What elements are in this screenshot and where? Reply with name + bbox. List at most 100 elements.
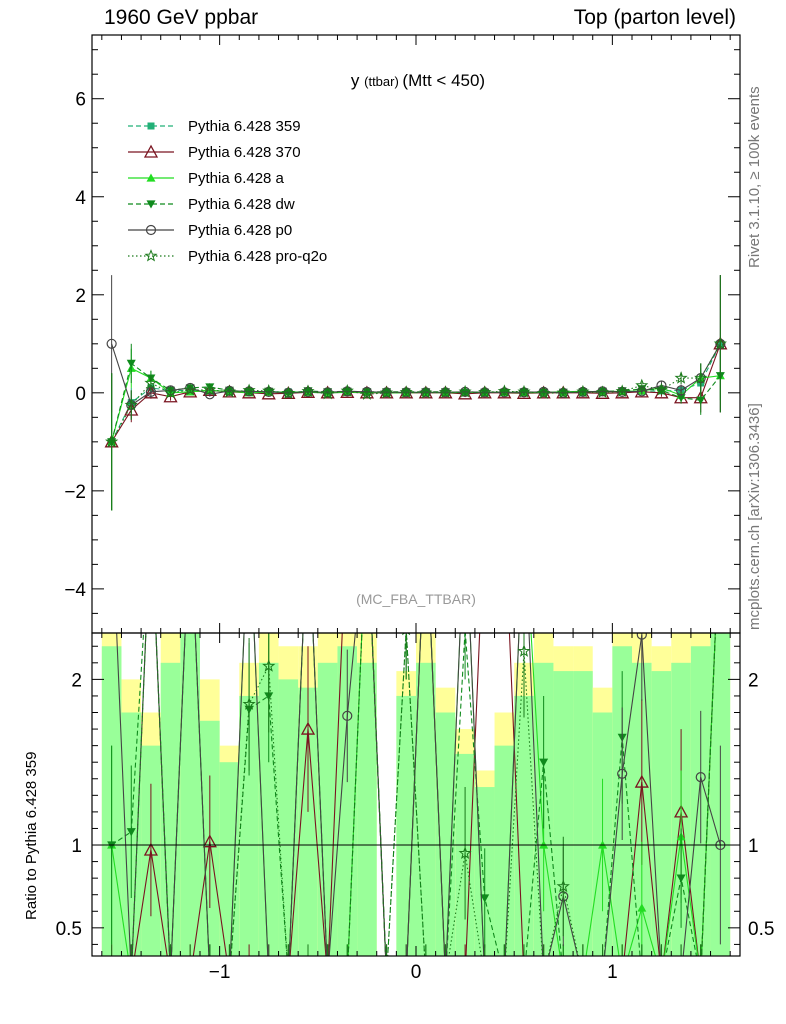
ratio-point-1-24 [578, 973, 587, 981]
ratio-point-3-21 [520, 509, 529, 518]
main-line-2 [111, 367, 721, 442]
main-point-5-15 [399, 385, 413, 398]
ratio-point-4-28 [656, 972, 667, 982]
main-series-3 [107, 343, 725, 511]
ratio-point-4-24 [578, 972, 588, 982]
ratio-y-tick-label: 2 [71, 670, 82, 691]
ratio-point-3-12 [342, 710, 353, 721]
ratio-point-2-25 [598, 974, 607, 982]
header-right: Top (parton level) [573, 6, 736, 29]
main-point-4-10 [302, 386, 314, 397]
main-point-1-2 [143, 385, 159, 399]
ratio-point-2-30 [696, 974, 705, 982]
ratio-point-2-19 [480, 894, 490, 903]
ratio-point-4-11 [322, 972, 333, 982]
main-point-5-27 [635, 378, 649, 392]
ratio-point-4-0 [106, 972, 117, 982]
main-point-5-31 [713, 336, 727, 350]
y-tick-label: 2 [75, 286, 86, 307]
y-tick-label: 0 [75, 384, 86, 405]
plot-annotation: (MC_FBA_TTBAR) [356, 591, 476, 607]
main-point-4-7 [243, 386, 255, 397]
main-point-5-18 [458, 384, 472, 398]
main-point-5-20 [497, 384, 511, 397]
ratio-point-3-0 [107, 509, 116, 518]
main-point-5-8 [262, 383, 276, 397]
ratio-point-3-1 [127, 973, 136, 982]
ratio-point-0-26 [616, 972, 628, 983]
ratio-point-3-9 [284, 973, 293, 982]
legend-marker-4 [145, 224, 157, 236]
main-point-5-25 [595, 385, 610, 399]
ratio-point-2-17 [441, 974, 450, 982]
ratio-point-0-13 [361, 508, 373, 519]
ratio-point-4-10 [303, 972, 313, 982]
ratio-point-2-13 [362, 510, 371, 518]
legend-item-4: Pythia 6.428 p0 [128, 222, 292, 239]
ratio-point-4-31 [715, 508, 726, 518]
ratio-point-0-10 [300, 721, 316, 735]
main-point-5-9 [281, 386, 295, 399]
band-green-20 [494, 745, 515, 956]
main-point-3-5 [205, 383, 215, 392]
ratio-point-0-30 [695, 972, 707, 983]
ratio-point-3-17 [441, 973, 450, 982]
ratio-point-3-15 [402, 973, 411, 982]
ratio-point-1-28 [657, 973, 666, 981]
ratio-point-2-1 [126, 828, 136, 837]
ratio-point-2-24 [578, 974, 587, 982]
ratio-line-3 [116, 633, 721, 956]
main-point-5-2 [144, 376, 158, 389]
ratio-point-3-18 [461, 509, 470, 518]
legend-label-4: Pythia 6.428 p0 [188, 222, 292, 239]
ratio-point-0-19 [479, 508, 491, 519]
ratio-point-4-19 [480, 972, 491, 982]
main-plot [104, 275, 728, 511]
main-series-5 [105, 275, 727, 511]
band-green-7 [239, 695, 259, 956]
ratio-y-tick-label: 0.5 [56, 919, 82, 940]
ratio-y-tick-label-right: 1 [748, 836, 759, 857]
ratio-point-3-2 [146, 509, 155, 518]
ratio-point-4-22 [538, 972, 549, 982]
ratio-point-1-18 [461, 509, 470, 517]
x-tick-label: 0 [411, 962, 422, 983]
main-series-2 [107, 348, 725, 511]
ratio-y-tick-label: 1 [71, 836, 82, 857]
ratio-point-0-9 [282, 972, 294, 983]
ratio-point-2-29 [676, 874, 686, 883]
ratio-point-3-29 [677, 973, 686, 982]
ratio-point-4-27 [637, 972, 647, 982]
main-point-5-30 [694, 371, 708, 384]
main-point-5-19 [478, 385, 492, 398]
ratio-point-1-8 [264, 973, 273, 981]
main-point-5-5 [203, 382, 217, 396]
ratio-point-2-21 [520, 974, 529, 982]
ratio-point-3-3 [166, 973, 175, 982]
band-green-4 [180, 633, 200, 956]
ratio-point-4-17 [440, 972, 451, 982]
ratio-point-4-20 [499, 972, 510, 982]
ratio-point-3-25 [598, 973, 607, 982]
band-green-9 [278, 679, 299, 956]
ratio-point-0-2 [143, 842, 159, 856]
ratio-point-1-14 [382, 973, 391, 981]
x-tick-label: 1 [607, 962, 618, 983]
ratio-point-0-5 [202, 834, 217, 848]
ratio-point-0-28 [655, 972, 667, 983]
ratio-point-2-22 [539, 758, 549, 767]
main-point-5-4 [183, 382, 197, 396]
band-green-10 [298, 687, 318, 956]
main-point-5-1 [124, 398, 138, 411]
ratio-point-0-12 [341, 508, 353, 519]
ratio-point-2-14 [382, 974, 391, 982]
ratio-point-4-21 [517, 644, 531, 657]
ratio-point-1-2 [146, 509, 155, 517]
ratio-point-1-31 [716, 509, 725, 517]
axes: −1 0 1 −4 −2 0 2 4 6 0.5 0.5 1 1 2 2 [56, 34, 774, 983]
ratio-point-4-18 [458, 846, 472, 859]
ratio-point-2-3 [166, 974, 175, 982]
ratio-point-1-4 [186, 509, 195, 517]
ratio-point-3-26 [617, 768, 628, 779]
ratio-point-4-16 [421, 972, 431, 982]
